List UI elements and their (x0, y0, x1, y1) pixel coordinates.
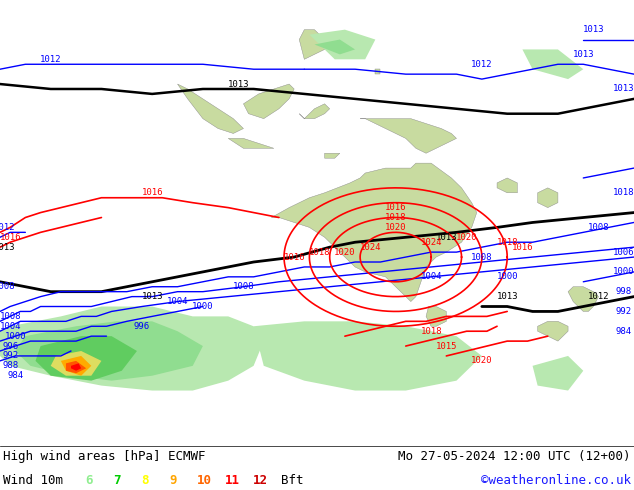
Text: 992: 992 (2, 351, 18, 361)
Text: 12: 12 (253, 473, 268, 487)
Text: 1024: 1024 (420, 238, 442, 247)
Text: 1008: 1008 (0, 312, 21, 321)
Polygon shape (568, 287, 598, 312)
Text: 1013: 1013 (0, 243, 16, 252)
Text: 1004: 1004 (420, 272, 442, 281)
Text: 1016: 1016 (512, 243, 533, 252)
Text: 1012: 1012 (40, 55, 61, 64)
Text: Wind 10m: Wind 10m (3, 473, 63, 487)
Polygon shape (61, 356, 91, 376)
Polygon shape (497, 178, 517, 193)
Polygon shape (228, 138, 274, 148)
Text: 1018: 1018 (613, 188, 634, 197)
Text: 1012: 1012 (471, 60, 493, 69)
Polygon shape (314, 40, 355, 54)
Polygon shape (299, 30, 335, 59)
Text: 1018: 1018 (420, 327, 442, 336)
Text: 1020: 1020 (385, 223, 406, 232)
Text: 1012: 1012 (588, 292, 609, 301)
Text: 1006: 1006 (613, 247, 634, 257)
Polygon shape (309, 30, 375, 59)
Polygon shape (243, 84, 294, 119)
Text: 992: 992 (616, 307, 632, 316)
Text: 1020: 1020 (471, 356, 493, 366)
Text: 1013: 1013 (583, 25, 604, 34)
Text: ©weatheronline.co.uk: ©weatheronline.co.uk (481, 473, 631, 487)
Polygon shape (299, 104, 330, 119)
Text: 1008: 1008 (588, 223, 609, 232)
Text: 1004: 1004 (167, 297, 188, 306)
Polygon shape (15, 321, 203, 381)
Text: 1008: 1008 (0, 282, 16, 291)
Text: 1008: 1008 (233, 282, 254, 291)
Polygon shape (178, 84, 243, 133)
Text: 1018: 1018 (309, 247, 330, 257)
Text: 1015: 1015 (436, 342, 457, 350)
Polygon shape (66, 361, 86, 373)
Text: 1000: 1000 (613, 268, 634, 276)
Text: 1012: 1012 (0, 223, 16, 232)
Text: 996: 996 (134, 322, 150, 331)
Text: 984: 984 (616, 327, 632, 336)
Polygon shape (0, 307, 264, 391)
Text: 6: 6 (86, 473, 93, 487)
Text: 1016: 1016 (141, 188, 163, 197)
Text: 1016: 1016 (0, 233, 21, 242)
Text: 1013: 1013 (613, 84, 634, 94)
Text: 11: 11 (225, 473, 240, 487)
Text: 1008: 1008 (471, 252, 493, 262)
Text: 1000: 1000 (496, 272, 518, 281)
Text: 1004: 1004 (0, 322, 21, 331)
Text: 998: 998 (616, 287, 632, 296)
Polygon shape (522, 49, 583, 79)
Polygon shape (254, 321, 482, 391)
Text: 1018: 1018 (496, 238, 518, 247)
Polygon shape (36, 336, 137, 381)
Text: 1016: 1016 (385, 203, 406, 212)
Text: 1013: 1013 (496, 292, 518, 301)
Text: 1000: 1000 (4, 332, 26, 341)
Text: 984: 984 (7, 371, 23, 380)
Polygon shape (271, 163, 477, 301)
Text: 1018: 1018 (385, 213, 406, 222)
Text: 1013: 1013 (141, 292, 163, 301)
Text: 10: 10 (197, 473, 212, 487)
Text: 1013: 1013 (228, 79, 249, 89)
Text: 9: 9 (169, 473, 177, 487)
Text: 1000: 1000 (192, 302, 214, 311)
Text: 7: 7 (113, 473, 121, 487)
Polygon shape (360, 119, 456, 153)
Text: 996: 996 (2, 342, 18, 350)
Polygon shape (533, 356, 583, 391)
Text: 1020: 1020 (456, 233, 477, 242)
Polygon shape (71, 364, 81, 371)
Polygon shape (325, 153, 340, 158)
Text: 1024: 1024 (359, 243, 381, 252)
Text: 988: 988 (2, 361, 18, 370)
Polygon shape (538, 321, 568, 341)
Text: Mo 27-05-2024 12:00 UTC (12+00): Mo 27-05-2024 12:00 UTC (12+00) (398, 450, 631, 463)
Text: High wind areas [hPa] ECMWF: High wind areas [hPa] ECMWF (3, 450, 205, 463)
Polygon shape (538, 188, 558, 208)
Text: 1016: 1016 (283, 252, 305, 262)
Text: 1013: 1013 (573, 50, 594, 59)
Polygon shape (375, 69, 380, 74)
Text: 1013: 1013 (436, 233, 457, 242)
Text: Bft: Bft (281, 473, 303, 487)
Text: 8: 8 (141, 473, 149, 487)
Polygon shape (426, 307, 446, 326)
Polygon shape (51, 351, 101, 376)
Text: 1020: 1020 (334, 247, 356, 257)
